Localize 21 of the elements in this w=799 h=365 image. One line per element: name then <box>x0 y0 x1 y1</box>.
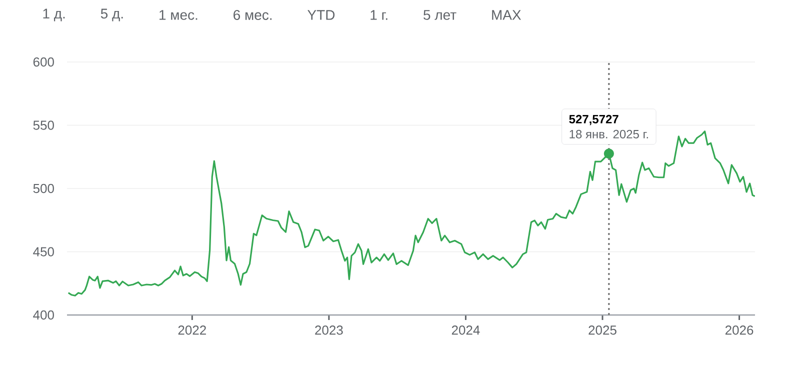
data-label: 527,5727 <box>569 114 618 126</box>
text: 1 г. <box>370 10 388 20</box>
ref-line-label: 18 янв. 2025 г. <box>570 130 648 138</box>
line-series <box>68 130 756 296</box>
text: 5 д. <box>100 8 123 22</box>
y-tick-label: 400 <box>33 310 54 320</box>
y-tick-label: 600 <box>33 57 54 67</box>
text: 1 д. <box>43 8 65 22</box>
x-tick-label: 2022 <box>178 326 206 335</box>
text: MAX <box>492 10 522 20</box>
x-tick-label: 2024 <box>452 326 480 335</box>
text: 6 мес. <box>234 10 272 20</box>
y-tick-label: 500 <box>33 184 54 194</box>
x-tick-label: 2025 <box>588 326 616 335</box>
y-tick-label: 450 <box>33 247 54 256</box>
text: 5 лет <box>424 10 456 20</box>
text: YTD <box>308 10 335 20</box>
text: 1 мес. <box>160 10 198 20</box>
y-tick-label: 550 <box>33 120 54 130</box>
x-tick-label: 2023 <box>315 326 343 335</box>
x-tick-label: 2026 <box>725 326 754 335</box>
